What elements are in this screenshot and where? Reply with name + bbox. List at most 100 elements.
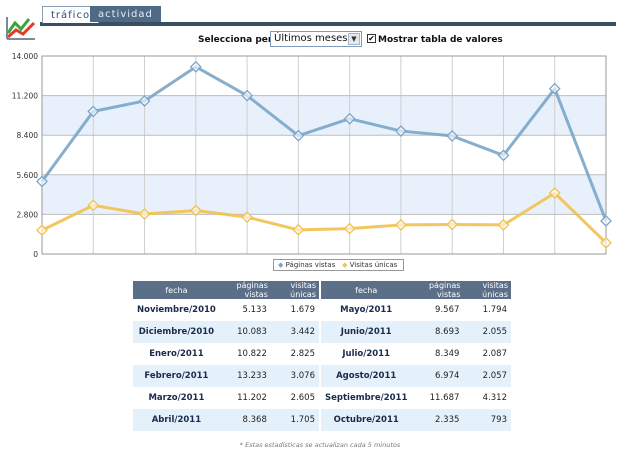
y-tick-label: 14.000	[12, 52, 38, 61]
cell-visitas: 1.679	[270, 299, 319, 321]
col-fecha: fecha	[321, 281, 412, 299]
cell-paginas: 2.335	[411, 409, 464, 431]
cell-paginas: 13.233	[219, 365, 271, 387]
legend-item-paginas: ◆ Páginas vistas	[278, 261, 336, 269]
period-label: Selecciona periodo:	[198, 35, 298, 45]
y-tick-label: 2.800	[17, 210, 39, 219]
table-row: Febrero/2011 13.233 3.076	[133, 365, 319, 387]
cell-visitas: 2.087	[463, 343, 511, 365]
series-line-paginas	[40, 65, 608, 222]
period-select-value: Últimos meses	[274, 33, 348, 44]
cell-visitas: 2.057	[463, 365, 511, 387]
data-point-paginas	[548, 82, 561, 95]
data-point-paginas	[138, 95, 151, 107]
cell-fecha: Febrero/2011	[133, 365, 220, 387]
data-point-visitas	[548, 187, 561, 199]
table-row: Noviembre/2010 5.133 1.679	[133, 299, 319, 321]
col-paginas: páginas vistas	[411, 281, 464, 299]
cell-visitas: 793	[463, 409, 511, 431]
line-chart-logo-icon	[6, 17, 36, 40]
cell-visitas: 1.794	[463, 299, 511, 321]
table-row: Enero/2011 10.822 2.825	[133, 343, 319, 365]
show-table-checkbox[interactable]: ✔	[367, 34, 376, 43]
values-table-left: fecha páginas vistas visitas únicas Novi…	[133, 281, 319, 431]
data-point-paginas	[497, 149, 510, 162]
data-point-paginas	[36, 175, 48, 188]
data-point-visitas	[497, 218, 510, 231]
table-row: Mayo/2011 9.567 1.794	[321, 299, 511, 321]
table-row: Diciembre/2010 10.083 3.442	[133, 321, 319, 343]
data-point-visitas	[36, 224, 48, 237]
cell-paginas: 11.687	[411, 387, 464, 409]
data-point-visitas	[394, 219, 407, 231]
data-point-paginas	[394, 125, 407, 137]
data-point-paginas	[241, 89, 254, 102]
cell-fecha: Octubre/2011	[321, 409, 412, 431]
cell-visitas: 2.055	[463, 321, 511, 343]
chart-legend: ◆ Páginas vistas ◆ Visitas únicas	[273, 259, 404, 271]
cell-visitas: 2.605	[270, 387, 319, 409]
cell-fecha: Julio/2011	[321, 343, 412, 365]
grid-band	[42, 135, 606, 175]
values-table-right: fecha páginas vistas visitas únicas Mayo…	[321, 281, 511, 431]
data-point-visitas	[343, 222, 356, 235]
cell-fecha: Noviembre/2010	[133, 299, 220, 321]
cell-fecha: Agosto/2011	[321, 365, 412, 387]
table-row: Octubre/2011 2.335 793	[321, 409, 511, 431]
table-row: Junio/2011 8.693 2.055	[321, 321, 511, 343]
cell-visitas: 3.076	[270, 365, 319, 387]
show-table-label[interactable]: Mostrar tabla de valores	[378, 35, 503, 45]
col-visitas: visitas únicas	[463, 281, 511, 299]
cell-fecha: Septiembre/2011	[321, 387, 412, 409]
data-point-visitas	[189, 204, 202, 217]
col-paginas: páginas vistas	[219, 281, 271, 299]
legend-item-visitas: ◆ Visitas únicas	[342, 261, 398, 269]
period-select[interactable]: Últimos meses ▼	[270, 31, 362, 47]
table-row: Abril/2011 8.368 1.705	[133, 409, 319, 431]
data-point-paginas	[600, 215, 612, 227]
grid-band	[42, 56, 606, 96]
cell-fecha: Mayo/2011	[321, 299, 412, 321]
data-point-visitas	[600, 236, 612, 249]
col-fecha: fecha	[133, 281, 220, 299]
table-row: Agosto/2011 6.974 2.057	[321, 365, 511, 387]
cell-visitas: 1.705	[270, 409, 319, 431]
data-point-visitas	[292, 223, 305, 236]
data-point-visitas	[87, 199, 100, 212]
y-tick-label: 8.400	[17, 131, 39, 140]
cell-paginas: 5.133	[219, 299, 271, 321]
cell-paginas: 6.974	[411, 365, 464, 387]
cell-paginas: 11.202	[219, 387, 271, 409]
cell-paginas: 10.083	[219, 321, 271, 343]
col-visitas: visitas únicas	[270, 281, 319, 299]
grid-band	[42, 214, 606, 254]
cell-paginas: 8.693	[411, 321, 464, 343]
cell-fecha: Diciembre/2010	[133, 321, 220, 343]
cell-paginas: 8.349	[411, 343, 464, 365]
y-tick-label: 5.600	[17, 171, 39, 180]
cell-fecha: Junio/2011	[321, 321, 412, 343]
table-row: Septiembre/2011 11.687 4.312	[321, 387, 511, 409]
check-icon: ✔	[368, 34, 375, 43]
y-tick-label: 11.200	[12, 92, 38, 101]
chevron-down-icon[interactable]: ▼	[348, 33, 360, 45]
cell-visitas: 4.312	[463, 387, 511, 409]
data-point-visitas	[446, 218, 459, 231]
data-point-paginas	[189, 60, 202, 73]
footer-note: * Estas estadísticas se actualizan cada …	[239, 441, 401, 449]
cell-visitas: 2.825	[270, 343, 319, 365]
tab-actividad[interactable]: actividad	[90, 6, 161, 22]
data-point-visitas	[138, 208, 151, 220]
data-point-paginas	[446, 130, 459, 142]
grid-band	[42, 174, 606, 215]
grid-band	[42, 95, 606, 136]
table-row: Julio/2011 8.349 2.087	[321, 343, 511, 365]
chart-controls: Selecciona periodo: Últimos meses ▼ ✔ Mo…	[0, 30, 640, 48]
data-point-visitas	[241, 211, 254, 224]
cell-paginas: 8.368	[219, 409, 271, 431]
cell-paginas: 9.567	[411, 299, 464, 321]
traffic-line-chart: 0 2.800 5.600 8.400 11.200 14.000	[12, 52, 612, 259]
series-line-visitas	[41, 191, 608, 244]
y-tick-label: 0	[33, 250, 38, 259]
data-point-paginas	[292, 129, 305, 142]
